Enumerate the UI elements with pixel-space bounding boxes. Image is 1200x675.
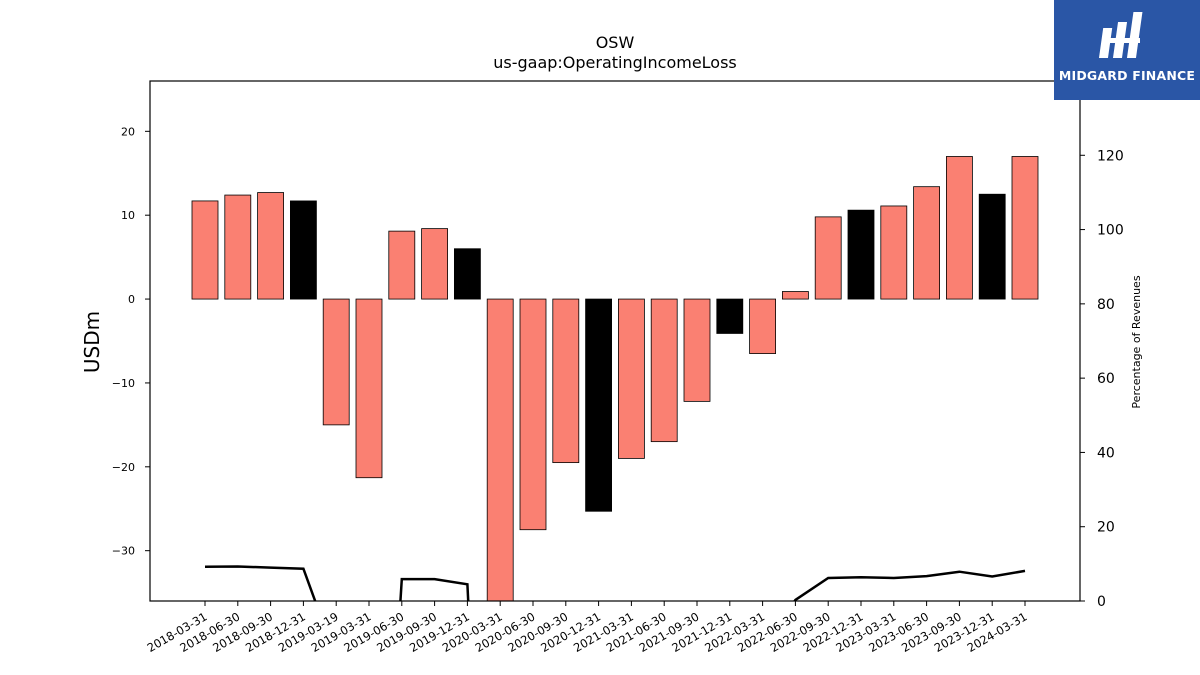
- y-tick-label: 10: [121, 209, 135, 222]
- y2-tick-label: 60: [1097, 371, 1115, 387]
- y-tick-label: −30: [112, 545, 135, 558]
- y2-tick-label: 80: [1097, 297, 1115, 313]
- revenue-percentage-line: [399, 577, 470, 601]
- y2-tick-label: 120: [1097, 148, 1124, 164]
- y2-tick-label: 20: [1097, 520, 1115, 536]
- bar: [913, 186, 940, 300]
- y2-tick-label: 100: [1097, 223, 1124, 239]
- bar: [683, 298, 711, 402]
- y2-tick-label: 0: [1097, 594, 1106, 610]
- y2-tick-label: 40: [1097, 445, 1115, 461]
- bar: [519, 298, 547, 531]
- y-axis-left: 20 10 0 −10 −20 −30: [112, 125, 150, 558]
- bar: [1011, 156, 1039, 300]
- midgard-finance-logo: MIDGARD FINANCE: [1054, 0, 1200, 100]
- bar: [716, 298, 744, 334]
- bar: [486, 298, 514, 601]
- bar: [880, 205, 908, 300]
- chart-title: OSW: [596, 33, 635, 52]
- bar: [421, 228, 449, 300]
- bar: [388, 230, 416, 300]
- revenue-percentage-line-layer: [204, 565, 1026, 601]
- bar: [289, 200, 317, 300]
- midgard-logo-mark-icon: [1098, 12, 1143, 58]
- y-tick-label: 20: [121, 125, 135, 138]
- bar: [191, 200, 219, 300]
- bar: [978, 193, 1006, 300]
- chart-subtitle: us-gaap:OperatingIncomeLoss: [493, 53, 737, 72]
- bar: [552, 298, 580, 464]
- bar: [257, 192, 285, 300]
- plot-frame: [149, 80, 1081, 602]
- bar: [650, 298, 678, 443]
- bar: [585, 298, 612, 512]
- y-axis-label: USDm: [80, 311, 104, 373]
- bar: [355, 298, 383, 479]
- brand-name: MIDGARD FINANCE: [1058, 68, 1196, 83]
- bar: [782, 291, 809, 300]
- y-axis-right: 020406080100120140: [1080, 74, 1124, 610]
- revenue-percentage-line: [204, 565, 317, 601]
- y-tick-label: −10: [112, 377, 135, 390]
- y2-axis-label: Percentage of Revenues: [1130, 275, 1143, 408]
- y-tick-label: 0: [128, 293, 135, 306]
- x-axis: 2018-03-312018-06-302018-09-302018-12-31…: [145, 601, 1030, 655]
- bar: [946, 156, 973, 300]
- bar: [814, 216, 842, 300]
- bar: [618, 298, 645, 459]
- bar: [322, 298, 350, 426]
- bar: [224, 194, 252, 300]
- bar: [847, 209, 875, 300]
- bar: [749, 298, 776, 354]
- y-tick-label: −20: [112, 461, 135, 474]
- bars-layer: [191, 156, 1039, 601]
- revenue-percentage-line: [793, 569, 1026, 601]
- bar: [453, 248, 481, 300]
